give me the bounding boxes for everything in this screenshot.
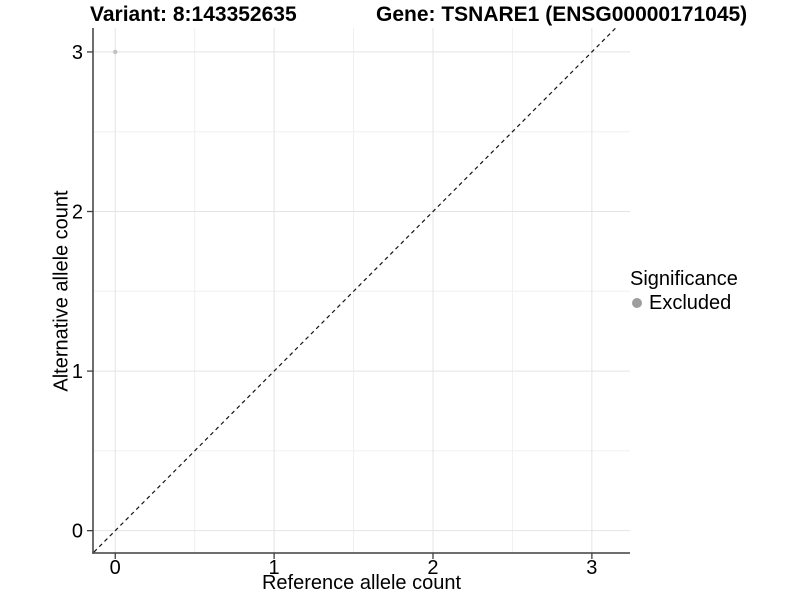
gene-title: Gene: TSNARE1 (ENSG00000171045): [376, 3, 748, 26]
legend-item-excluded: Excluded: [630, 291, 738, 315]
variant-title: Variant: 8:143352635: [90, 3, 297, 26]
grid-major-layer: [93, 28, 630, 553]
y-tick-label: 3: [72, 42, 83, 64]
x-tick-label: 0: [110, 557, 121, 579]
identity-line: [93, 28, 617, 553]
refline-layer: [93, 28, 617, 553]
grid-minor-layer: [93, 28, 630, 553]
excluded-point-icon: [632, 298, 642, 308]
y-axis-title: Alternative allele count: [50, 190, 73, 392]
x-tick-label: 2: [427, 557, 438, 579]
legend: Significance Excluded: [630, 267, 738, 315]
x-tick-label: 3: [586, 557, 597, 579]
axes-layer: [87, 28, 630, 559]
x-axis-title: Reference allele count: [261, 572, 461, 594]
points-layer: [113, 49, 118, 55]
data-point: [113, 49, 118, 55]
tick-label-layer: 0 1 2 3 0 1 2 3: [72, 42, 598, 579]
y-tick-label: 0: [72, 521, 83, 543]
legend-item-label: Excluded: [649, 291, 732, 314]
y-tick-label: 1: [72, 361, 83, 383]
y-tick-label: 2: [72, 202, 83, 224]
x-tick-label: 1: [269, 557, 280, 579]
legend-title: Significance: [630, 268, 738, 290]
